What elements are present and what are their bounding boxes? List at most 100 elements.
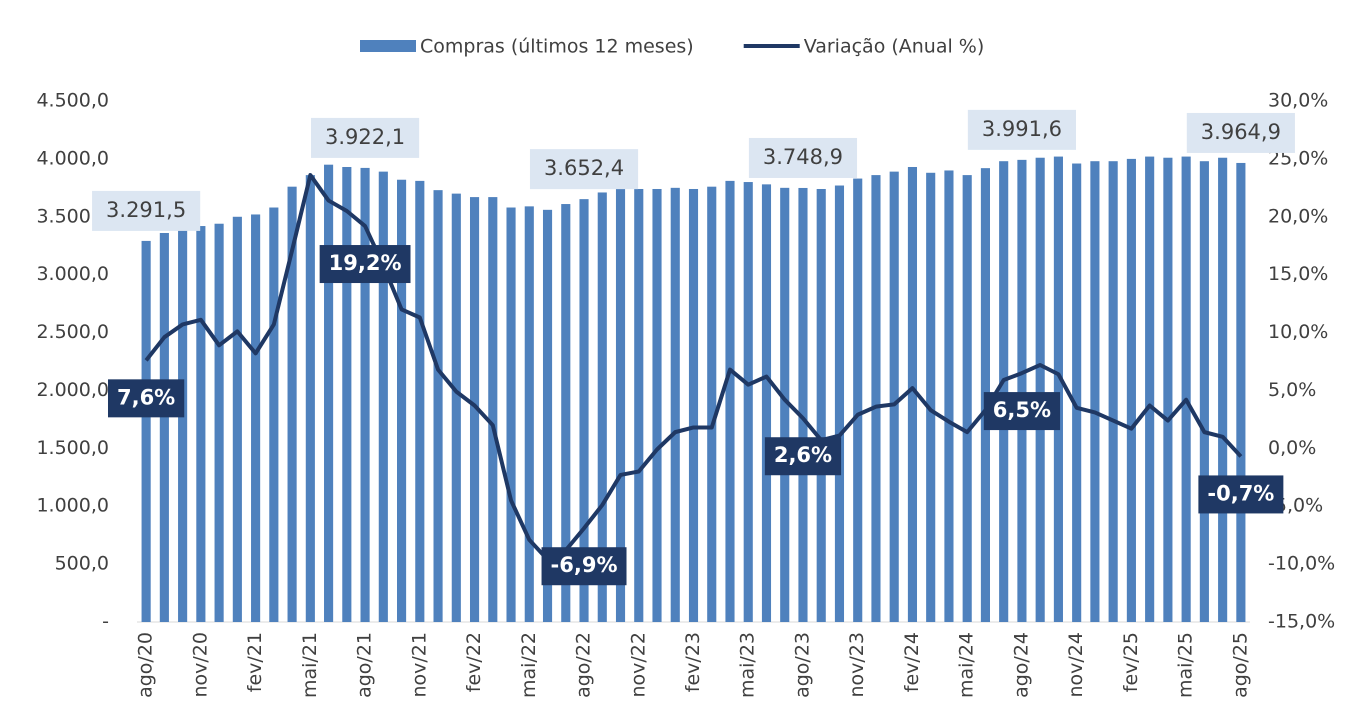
line-value-label: 7,6% [117,385,175,409]
bar [506,207,516,622]
bar [397,179,407,622]
bar [962,175,972,622]
bar [670,187,680,623]
bar [780,187,790,623]
bar-value-label: 3.748,9 [763,145,843,169]
legend-swatch [360,40,416,52]
line-value-label: 19,2% [329,251,402,275]
y-tick-label: - [102,611,109,633]
line-value-label: -0,7% [1207,481,1274,505]
y-tick-label: 500,0 [55,553,109,575]
bar [415,180,425,623]
bar [269,207,279,622]
y-tick-label: 1.000,0 [36,495,109,517]
bar-label-group: 3.964,9 [1186,112,1295,153]
bar [524,206,534,622]
bar [853,178,863,622]
bar [597,192,607,622]
bar [196,226,206,623]
label-box [983,392,1061,431]
line-label-group: 2,6% [764,437,842,476]
legend-label: Variação (Anual %) [804,36,985,58]
bar [324,164,334,622]
x-tick-label: mai/21 [299,632,321,698]
bar [488,197,498,622]
y2-tick-label: 15,0% [1268,263,1328,285]
bar [287,186,297,623]
y-tick-label: 2.000,0 [36,379,109,401]
bar [798,187,808,622]
y2-tick-label: 10,0% [1268,321,1328,343]
bar [542,209,553,622]
y-tick-label: 3.500,0 [36,205,109,227]
y2-tick-label: 30,0% [1268,90,1328,112]
x-tick-label: ago/20 [135,632,157,698]
bar [251,214,261,622]
x-tick-label: fev/25 [1120,632,1142,692]
bar [178,228,188,622]
legend-label: Compras (últimos 12 meses) [420,36,694,58]
y-tick-label: 4.000,0 [36,147,109,169]
line [144,173,1243,562]
line-value-label: 6,5% [993,398,1051,422]
label-box [107,379,185,418]
x-tick-label: fev/23 [682,632,704,692]
bar [688,188,699,623]
x-tick-label: mai/23 [737,632,759,698]
bar-value-label: 3.991,6 [982,117,1062,141]
x-tick-label: mai/25 [1175,632,1197,698]
bar [926,172,936,622]
y-tick-label: 1.500,0 [36,437,109,459]
bar [907,166,918,622]
y-tick-label: 4.500,0 [36,90,109,112]
bar-value-label: 3.652,4 [544,156,624,180]
label-box [1198,475,1284,514]
x-tick-label: ago/23 [791,632,813,698]
x-tick-label: nov/23 [846,632,868,698]
bar [433,190,443,622]
bar [1017,159,1027,622]
label-box [319,245,411,284]
label-box [541,547,627,586]
bar [1126,158,1136,622]
line-label-group: 19,2% [319,245,411,284]
x-tick-label: mai/22 [518,632,540,698]
label-box [764,437,842,476]
bar-value-label: 3.922,1 [325,125,405,149]
x-tick-label: nov/24 [1065,632,1087,698]
bar [652,188,662,623]
bar [1145,156,1155,622]
label-box [1186,112,1295,153]
bar [1072,163,1082,622]
bar [725,180,735,623]
bar [378,171,388,622]
x-tick-label: nov/22 [627,632,649,698]
bar [232,216,242,622]
bar [761,184,772,623]
bar [579,199,589,622]
y-tick-label: 3.000,0 [36,263,109,285]
x-tick-label: mai/24 [956,632,978,698]
bar [1163,157,1173,622]
bar [451,193,461,622]
x-tick-label: ago/25 [1229,632,1251,698]
bar [1181,156,1191,622]
bar [1218,157,1228,622]
bar [634,188,644,623]
bar [469,197,480,622]
x-tick-label: fev/21 [244,632,266,692]
bar [305,175,315,622]
x-tick-label: nov/21 [408,632,430,698]
bar [889,171,899,622]
bar-value-label: 3.964,9 [1201,120,1281,144]
bar [743,182,753,623]
bar [834,185,845,623]
bar [1236,162,1246,622]
y2-tick-label: -10,0% [1268,553,1335,575]
label-box [967,109,1077,150]
bar-value-label: 3.291,5 [106,198,186,222]
bar-label-group: 3.652,4 [529,149,639,190]
bar [871,175,881,622]
y2-tick-label: -15,0% [1268,611,1335,633]
